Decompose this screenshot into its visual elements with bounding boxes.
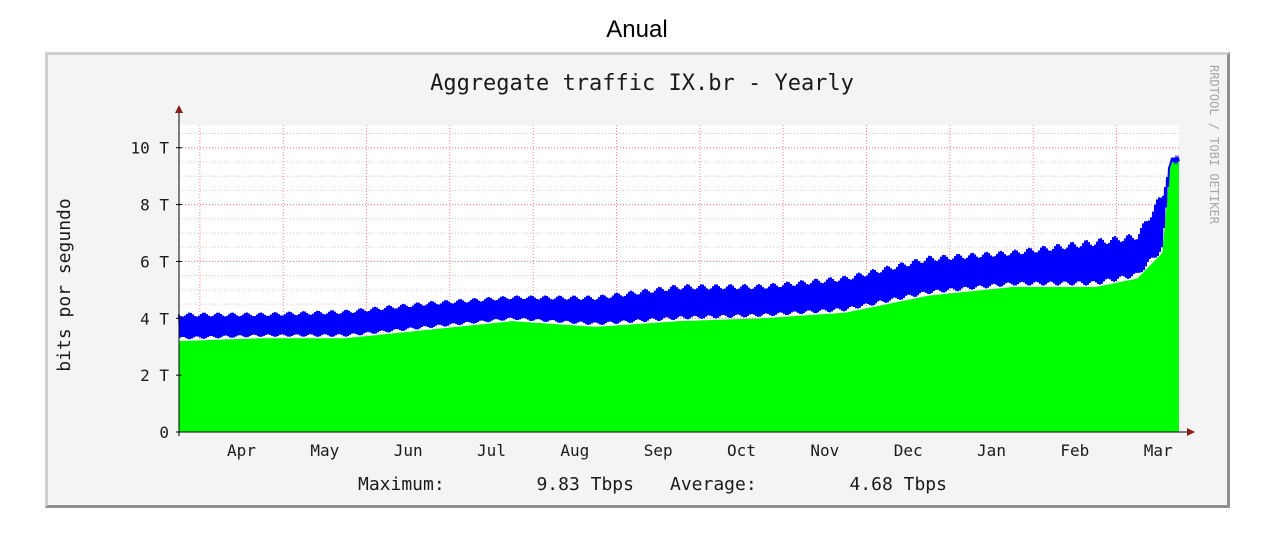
x-tick-label: Feb: [1060, 441, 1089, 460]
axes: [175, 105, 1195, 436]
y-tick-label: 8 T: [140, 196, 169, 215]
x-tick-label: Jul: [477, 441, 506, 460]
x-tick-label: Dec: [894, 441, 923, 460]
x-tick-label: Apr: [227, 441, 256, 460]
y-tick-label: 10 T: [130, 139, 169, 158]
legend-avg-label: Average:: [670, 474, 757, 495]
y-axis-arrow: [175, 105, 183, 113]
x-tick-label: Sep: [644, 441, 673, 460]
x-tick-label: Jan: [977, 441, 1006, 460]
y-tick-label: 4 T: [140, 309, 169, 328]
page-heading: Anual: [606, 16, 668, 43]
chart-frame: Aggregate traffic IX.br - Yearly RRDTOOL…: [45, 52, 1230, 508]
y-tick-label: 0: [159, 423, 169, 442]
data-series: [178, 154, 1180, 432]
x-tick-label: May: [310, 441, 339, 460]
watermark: RRDTOOL / TOBI OETIKER: [1207, 65, 1221, 225]
x-tick-label: Mar: [1144, 441, 1173, 460]
y-tick-label: 2 T: [140, 366, 169, 385]
x-tick-label: Oct: [727, 441, 756, 460]
y-tick-label: 6 T: [140, 252, 169, 271]
x-axis-arrow: [1187, 428, 1195, 436]
tick-labels: 0 2 T 4 T 6 T 8 T 10 T Apr May Jun Jul Aug Sep Oct No…: [130, 139, 1173, 460]
legend-max-label: Maximum:: [358, 474, 445, 495]
legend-avg-value: 4.68 Tbps: [849, 474, 947, 495]
x-tick-label: Aug: [560, 441, 589, 460]
x-tick-label: Jun: [394, 441, 423, 460]
chart-title: Aggregate traffic IX.br - Yearly: [430, 71, 854, 96]
series-line-maximum: [178, 154, 1180, 340]
series-area-average: [179, 159, 1179, 432]
x-tick-label: Nov: [810, 441, 839, 460]
legend-max-value: 9.83 Tbps: [536, 474, 634, 495]
legend: Maximum: 9.83 Tbps Average: 4.68 Tbps: [358, 474, 947, 495]
chart: Aggregate traffic IX.br - Yearly RRDTOOL…: [54, 65, 1221, 495]
y-axis-label: bits por segundo: [54, 198, 75, 371]
